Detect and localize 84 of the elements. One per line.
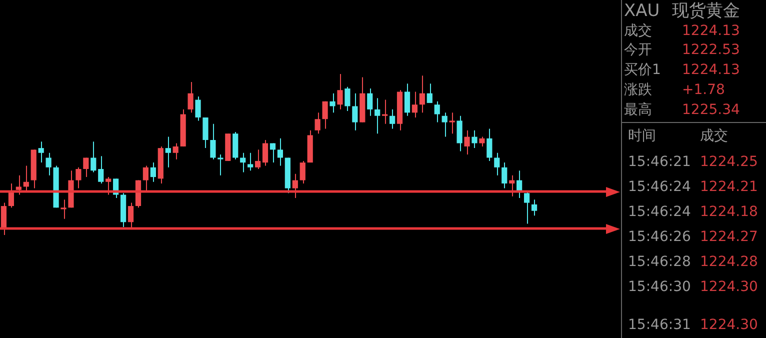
text: 1224.13	[682, 61, 740, 79]
text: 1225.34	[682, 101, 740, 119]
candlestick	[76, 166, 82, 189]
candlestick	[128, 202, 134, 230]
text: 时间	[628, 127, 656, 145]
text: 1224.18	[700, 203, 758, 221]
candlestick	[254, 149, 261, 170]
text: 15:46:28	[628, 253, 691, 271]
candlestick	[464, 130, 470, 155]
text: 1224.28	[700, 253, 758, 271]
candlestick	[60, 199, 66, 220]
candlestick	[382, 99, 388, 124]
text: 今开	[624, 41, 652, 59]
candlestick	[270, 142, 276, 164]
candlestick	[83, 157, 89, 178]
candlestick	[292, 173, 298, 198]
candlestick	[46, 152, 52, 176]
text: 现货黄金	[672, 1, 740, 21]
candlestick	[434, 100, 440, 123]
candlestick	[352, 92, 358, 131]
candlestick	[142, 165, 149, 192]
text: 15:46:30	[628, 278, 691, 296]
text: XAU	[624, 1, 660, 21]
text: 涨跌	[624, 81, 652, 99]
candlestick	[412, 91, 418, 118]
candlestick	[38, 141, 44, 164]
candlestick	[98, 156, 104, 184]
candlestick	[240, 152, 246, 173]
text: 1224.13	[682, 22, 740, 40]
text: 15:46:31	[628, 316, 691, 334]
candlestick	[524, 191, 530, 224]
text: 1222.53	[682, 41, 740, 59]
candlestick	[202, 116, 208, 149]
candlestick	[106, 176, 112, 196]
text: 15:46:21	[628, 153, 691, 171]
candlestick	[0, 202, 7, 236]
candlestick	[90, 141, 96, 173]
text: +1.78	[682, 81, 725, 99]
candlestick	[188, 82, 194, 114]
candlestick	[389, 108, 396, 130]
candlestick	[531, 199, 538, 216]
candlestick	[404, 83, 410, 116]
candlestick	[344, 86, 350, 112]
candlestick	[419, 75, 425, 114]
candlestick	[248, 152, 254, 172]
candlestick	[314, 112, 320, 134]
candlestick	[172, 142, 178, 160]
candlestick	[367, 88, 373, 116]
text: 最高	[624, 101, 652, 119]
candlestick	[479, 136, 485, 147]
candlestick	[165, 136, 171, 168]
text: 1224.25	[700, 153, 758, 171]
candlestick	[426, 83, 432, 104]
candlestick	[472, 130, 478, 149]
candlestick	[374, 98, 380, 134]
text: 1224.27	[700, 228, 758, 246]
candlestick	[16, 174, 22, 196]
candlestick	[300, 160, 306, 184]
candlestick	[218, 154, 224, 176]
candlestick	[449, 112, 455, 134]
text: 1224.21	[700, 178, 758, 196]
text: 1224.30	[700, 316, 758, 334]
text: 15:46:24	[628, 203, 691, 221]
text: 成交	[624, 22, 652, 40]
candlestick	[456, 115, 462, 152]
candlestick	[509, 174, 515, 197]
text: 15:46:24	[628, 178, 691, 196]
candlestick	[210, 123, 216, 160]
candlestick	[23, 165, 29, 192]
text: 成交	[700, 127, 728, 145]
text: 15:46:26	[628, 228, 691, 246]
candlestick	[337, 74, 343, 110]
candlestick	[442, 112, 448, 138]
candlestick	[486, 128, 492, 162]
text: 买价1	[624, 61, 661, 79]
candlestick	[150, 162, 156, 182]
candlestick	[195, 96, 201, 122]
candlestick	[262, 140, 268, 166]
candlestick	[322, 100, 328, 130]
candlestick	[277, 138, 284, 166]
text: 1224.30	[700, 278, 758, 296]
candlestick	[330, 92, 336, 114]
candlestick	[494, 152, 500, 176]
candlestick	[502, 162, 508, 189]
